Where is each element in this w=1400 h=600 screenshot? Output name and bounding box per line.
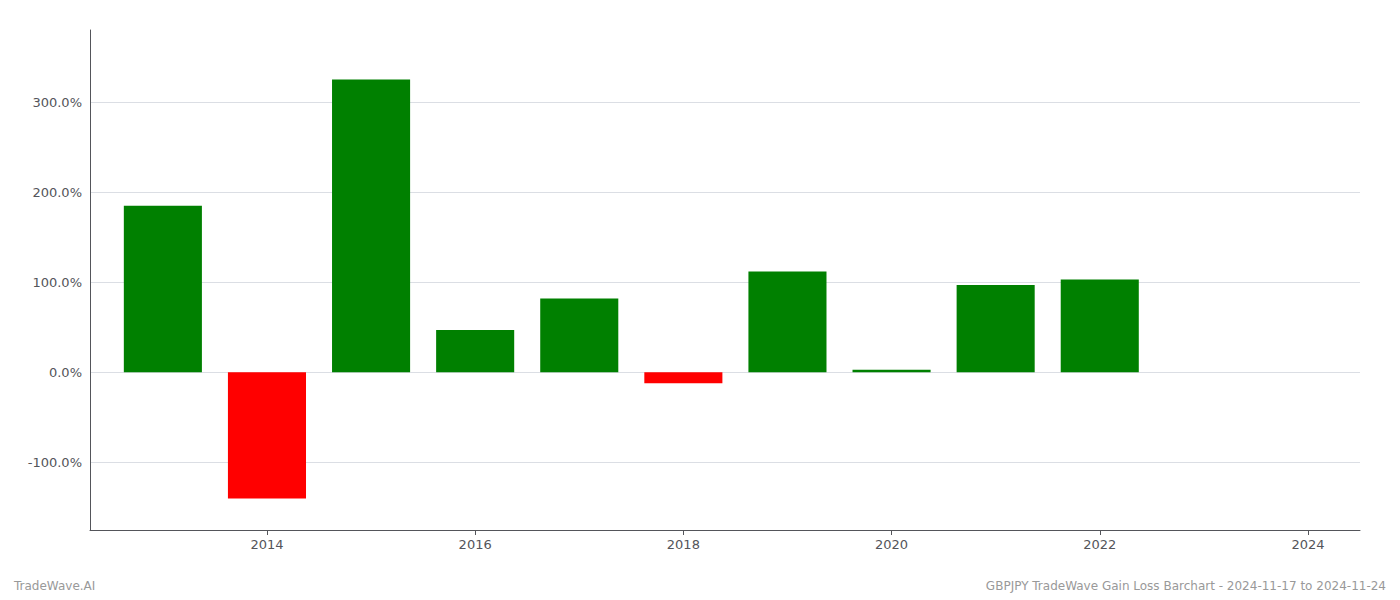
svg-text:300.0%: 300.0% <box>32 95 82 110</box>
svg-text:2024: 2024 <box>1291 537 1324 552</box>
svg-text:TradeWave.AI: TradeWave.AI <box>13 579 95 593</box>
svg-text:100.0%: 100.0% <box>32 275 82 290</box>
svg-text:2018: 2018 <box>667 537 700 552</box>
svg-text:2016: 2016 <box>459 537 492 552</box>
svg-text:0.0%: 0.0% <box>49 365 82 380</box>
svg-text:200.0%: 200.0% <box>32 185 82 200</box>
svg-text:2020: 2020 <box>875 537 908 552</box>
svg-text:2022: 2022 <box>1083 537 1116 552</box>
svg-text:GBPJPY TradeWave Gain Loss Bar: GBPJPY TradeWave Gain Loss Barchart - 20… <box>986 579 1386 593</box>
svg-text:2014: 2014 <box>250 537 283 552</box>
svg-text:-100.0%: -100.0% <box>28 455 82 470</box>
